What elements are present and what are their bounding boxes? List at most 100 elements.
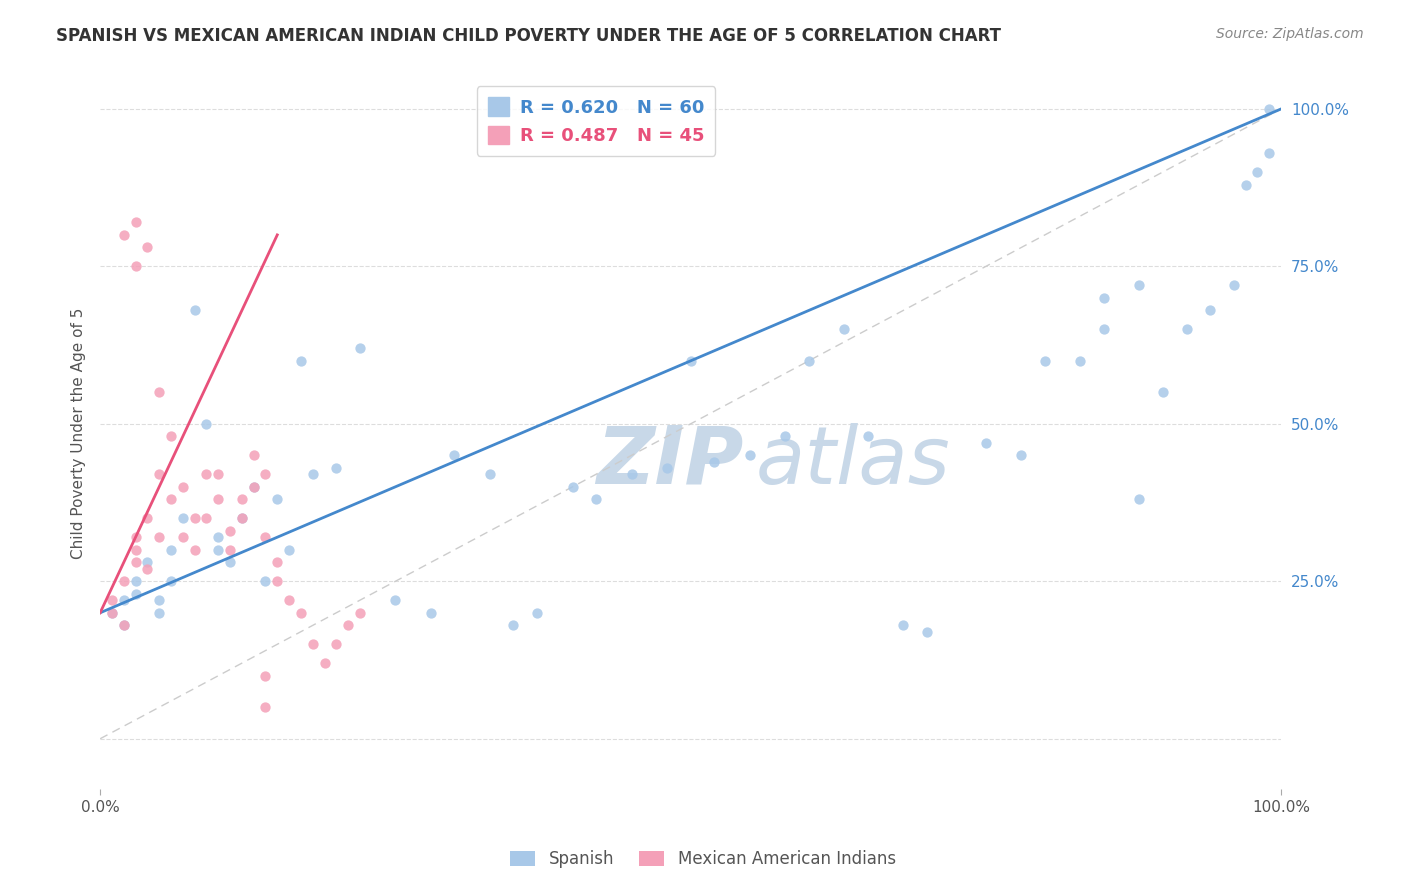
Point [1069,354,1091,368]
Point [301,637,323,651]
Point [124,574,146,589]
Text: SPANISH VS MEXICAN AMERICAN INDIAN CHILD POVERTY UNDER THE AGE OF 5 CORRELATION : SPANISH VS MEXICAN AMERICAN INDIAN CHILD… [56,27,1001,45]
Point [1246,165,1268,179]
Point [349,606,371,620]
Point [195,511,218,525]
Point [266,555,288,569]
Point [148,606,170,620]
Point [242,480,264,494]
Point [136,511,159,525]
Point [148,385,170,400]
Point [974,435,997,450]
Point [325,461,347,475]
Text: atlas: atlas [755,423,950,500]
Point [148,467,170,482]
Point [561,480,583,494]
Point [112,574,135,589]
Point [242,448,264,462]
Point [655,461,678,475]
Point [1175,322,1198,336]
Point [231,492,253,507]
Point [124,555,146,569]
Point [738,448,761,462]
Point [1152,385,1174,400]
Point [124,542,146,557]
Point [172,480,194,494]
Point [183,303,205,318]
Point [419,606,441,620]
Point [172,530,194,544]
Point [1258,102,1281,116]
Point [195,467,218,482]
Point [195,417,218,431]
Point [136,240,159,254]
Point [254,574,277,589]
Point [290,606,312,620]
Point [112,227,135,242]
Point [1199,303,1222,318]
Point [1092,322,1115,336]
Point [242,480,264,494]
Point [207,530,229,544]
Point [207,542,229,557]
Point [526,606,548,620]
Point [349,341,371,355]
Text: ZIP: ZIP [596,423,744,500]
Point [254,700,277,714]
Point [172,511,194,525]
Point [301,467,323,482]
Point [124,587,146,601]
Point [679,354,702,368]
Point [384,593,406,607]
Point [1234,178,1257,192]
Point [1033,354,1056,368]
Point [183,542,205,557]
Point [266,574,288,589]
Point [915,624,938,639]
Point [183,511,205,525]
Point [112,618,135,632]
Legend: R = 0.620   N = 60, R = 0.487   N = 45: R = 0.620 N = 60, R = 0.487 N = 45 [477,87,716,156]
Point [219,524,242,538]
Point [219,555,242,569]
Point [620,467,643,482]
Point [160,574,183,589]
Point [1092,291,1115,305]
Point [160,429,183,443]
Point [1223,278,1246,293]
Point [112,618,135,632]
Point [797,354,820,368]
Point [136,555,159,569]
Point [1128,278,1150,293]
Point [585,492,607,507]
Point [148,530,170,544]
Point [124,260,146,274]
Point [207,467,229,482]
Legend: Spanish, Mexican American Indians: Spanish, Mexican American Indians [503,844,903,875]
Point [891,618,914,632]
Point [160,492,183,507]
Point [231,511,253,525]
Point [478,467,501,482]
Point [231,511,253,525]
Point [278,542,301,557]
Point [314,656,336,670]
Point [219,542,242,557]
Point [1010,448,1032,462]
Point [703,455,725,469]
Point [325,637,347,651]
Point [112,593,135,607]
Point [148,593,170,607]
Point [773,429,796,443]
Y-axis label: Child Poverty Under the Age of 5: Child Poverty Under the Age of 5 [72,308,86,559]
Point [337,618,360,632]
Point [856,429,879,443]
Point [124,530,146,544]
Point [254,467,277,482]
Point [207,492,229,507]
Point [443,448,465,462]
Point [160,542,183,557]
Point [101,606,124,620]
Point [101,593,124,607]
Point [124,215,146,229]
